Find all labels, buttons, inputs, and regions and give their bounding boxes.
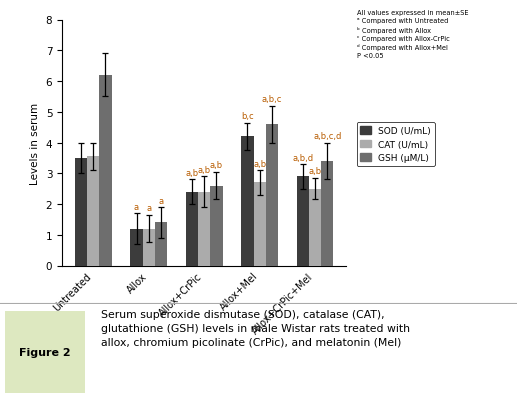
Bar xyxy=(241,137,253,266)
Text: Serum superoxide dismutase (SOD), catalase (CAT),
glutathione (GSH) levels in ma: Serum superoxide dismutase (SOD), catala… xyxy=(101,309,410,347)
Text: a,b: a,b xyxy=(186,169,199,178)
FancyBboxPatch shape xyxy=(1,307,89,397)
Text: Figure 2: Figure 2 xyxy=(20,347,71,357)
Text: a: a xyxy=(134,202,139,211)
Text: a,b,c: a,b,c xyxy=(262,95,282,104)
Text: a,b: a,b xyxy=(309,167,322,176)
Bar xyxy=(309,189,321,266)
Bar xyxy=(253,183,266,266)
Bar xyxy=(87,157,99,266)
Text: a,b,c,d: a,b,c,d xyxy=(313,132,342,141)
Text: a: a xyxy=(146,204,151,213)
Bar xyxy=(210,186,222,266)
Text: a,b,d: a,b,d xyxy=(293,153,313,162)
Bar xyxy=(321,162,333,266)
Y-axis label: Levels in serum: Levels in serum xyxy=(30,102,40,184)
Text: a: a xyxy=(158,196,163,205)
Bar xyxy=(130,229,143,266)
Text: b,c: b,c xyxy=(241,112,254,121)
Bar xyxy=(155,223,167,266)
Bar xyxy=(186,192,198,266)
Text: a,b: a,b xyxy=(210,161,223,170)
Legend: SOD (U/mL), CAT (U/mL), GSH (μM/L): SOD (U/mL), CAT (U/mL), GSH (μM/L) xyxy=(357,123,435,166)
Bar xyxy=(75,159,87,266)
Text: All values expressed in mean±SE
ᵃ Compared with Untreated
ᵇ Compared with Allox
: All values expressed in mean±SE ᵃ Compar… xyxy=(357,10,468,59)
Bar xyxy=(143,229,155,266)
Bar xyxy=(266,125,278,266)
Bar xyxy=(297,177,309,266)
Bar xyxy=(198,192,210,266)
Bar xyxy=(99,76,112,266)
Text: a,b: a,b xyxy=(197,166,211,174)
Text: a,b: a,b xyxy=(253,160,266,169)
